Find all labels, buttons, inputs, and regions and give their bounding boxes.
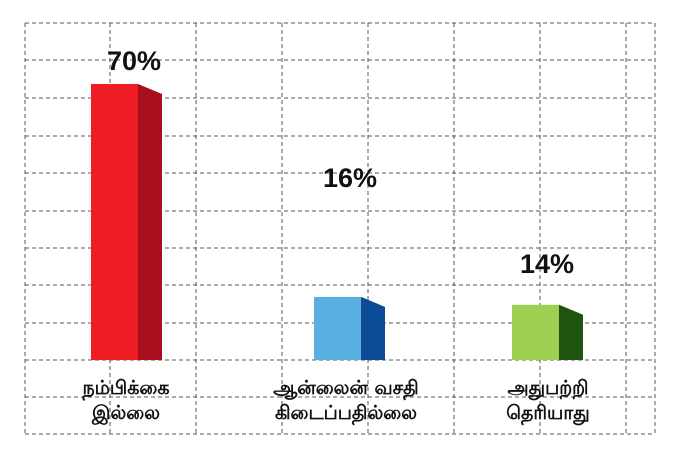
category-label: தெரியாது — [506, 402, 590, 426]
bar-front — [512, 304, 559, 360]
category-label: கிடைப்பதில்லை — [275, 402, 417, 426]
bar-series — [91, 84, 583, 360]
value-label: 70% — [107, 46, 161, 76]
bar-side — [361, 296, 385, 360]
category-label: ஆன்லைன் வசதி — [273, 377, 419, 401]
bar-side — [138, 84, 162, 360]
value-label: 16% — [323, 163, 377, 193]
bar-front — [314, 296, 361, 360]
value-labels: 70% 16% 14% — [107, 46, 574, 279]
category-label: அதுபற்றி — [507, 377, 588, 401]
bar-front — [91, 84, 138, 360]
value-label: 14% — [520, 249, 574, 279]
category-label: நம்பிக்கை — [81, 377, 169, 401]
bar-side — [559, 304, 583, 360]
category-label: இல்லை — [91, 402, 160, 425]
category-labels: நம்பிக்கைஇல்லை ஆன்லைன் வசதிகிடைப்பதில்லை அ… — [81, 377, 589, 426]
